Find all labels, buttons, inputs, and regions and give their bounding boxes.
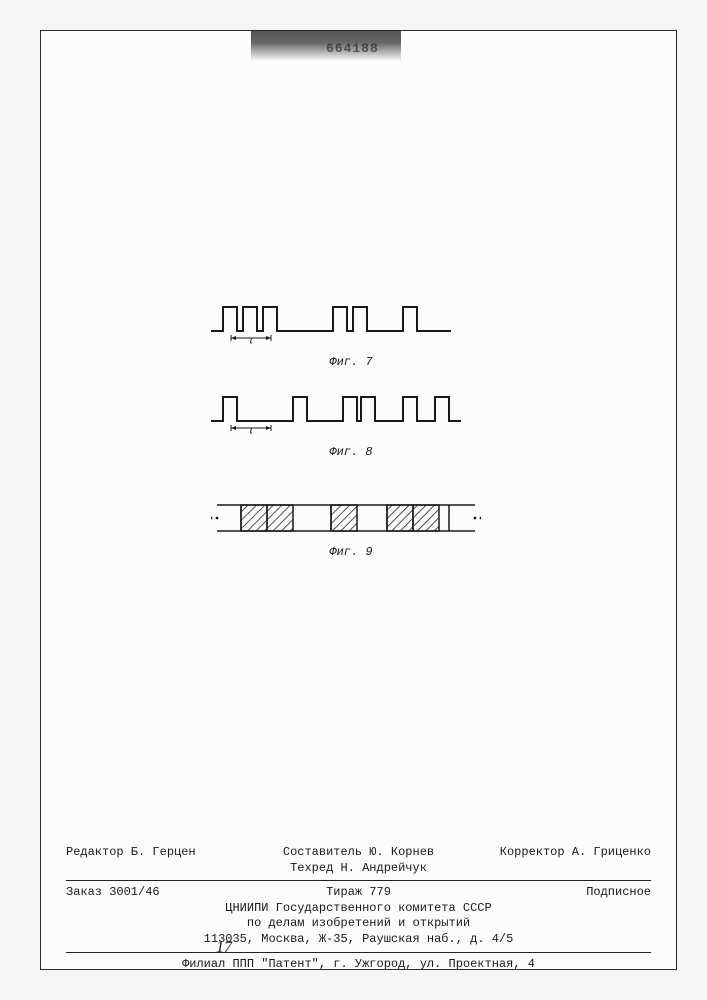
figure-9-strip <box>211 499 481 539</box>
org-line-1: ЦНИИПИ Государственного комитета СССР <box>66 901 651 917</box>
credits-row-1: Редактор Б. Герцен Составитель Ю. Корнев… <box>66 841 651 881</box>
subscription: Подписное <box>456 885 651 901</box>
page-frame: 664188 τ Фиг. 7 τ Фиг. 8 Фиг. 9 Редактор… <box>40 30 677 970</box>
figure-7-label: Фиг. 7 <box>211 355 491 369</box>
branch-line: Филиал ППП "Патент", г. Ужгород, ул. Про… <box>66 953 651 977</box>
document-number: 664188 <box>326 41 379 56</box>
figure-8-waveform: τ <box>211 381 461 439</box>
editor-credit: Редактор Б. Герцен <box>66 845 261 876</box>
svg-text:τ: τ <box>248 425 255 437</box>
techred-credit: Техред Н. Андрейчук <box>290 861 427 875</box>
page-number: 17 <box>216 939 232 957</box>
figures-block: τ Фиг. 7 τ Фиг. 8 Фиг. 9 <box>211 291 491 571</box>
order-number: Заказ 3001/46 <box>66 885 261 901</box>
svg-text:τ: τ <box>248 335 255 347</box>
figure-8-label: Фиг. 8 <box>211 445 491 459</box>
imprint-block: Редактор Б. Герцен Составитель Ю. Корнев… <box>66 841 651 976</box>
figure-7-waveform: τ <box>211 291 451 349</box>
figure-9-label: Фиг. 9 <box>211 545 491 559</box>
corrector-credit: Корректор А. Гриценко <box>456 845 651 876</box>
tirazh: Тираж 779 <box>261 885 456 901</box>
address-line: 113035, Москва, Ж-35, Раушская наб., д. … <box>66 932 651 948</box>
org-line-2: по делам изобретений и открытий <box>66 916 651 932</box>
credits-row-2: Заказ 3001/46 Тираж 779 Подписное ЦНИИПИ… <box>66 881 651 952</box>
compiler-credit: Составитель Ю. Корнев <box>283 845 434 859</box>
compiler-techred: Составитель Ю. Корнев Техред Н. Андрейчу… <box>261 845 456 876</box>
